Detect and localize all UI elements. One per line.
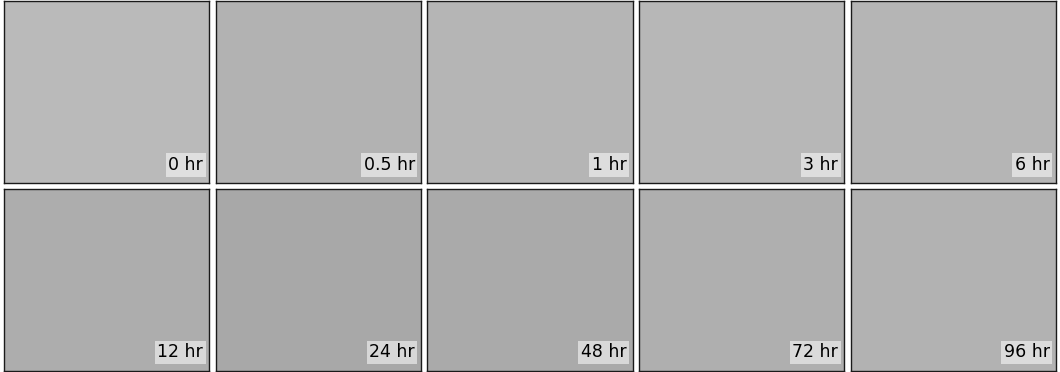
Text: 24 hr: 24 hr (369, 343, 414, 362)
Text: 72 hr: 72 hr (792, 343, 838, 362)
Text: 0.5 hr: 0.5 hr (364, 156, 414, 174)
Text: 12 hr: 12 hr (157, 343, 204, 362)
Text: 3 hr: 3 hr (803, 156, 838, 174)
Text: 6 hr: 6 hr (1014, 156, 1049, 174)
Text: 48 hr: 48 hr (581, 343, 626, 362)
Text: 0 hr: 0 hr (169, 156, 204, 174)
Text: 1 hr: 1 hr (591, 156, 626, 174)
Text: 96 hr: 96 hr (1004, 343, 1049, 362)
